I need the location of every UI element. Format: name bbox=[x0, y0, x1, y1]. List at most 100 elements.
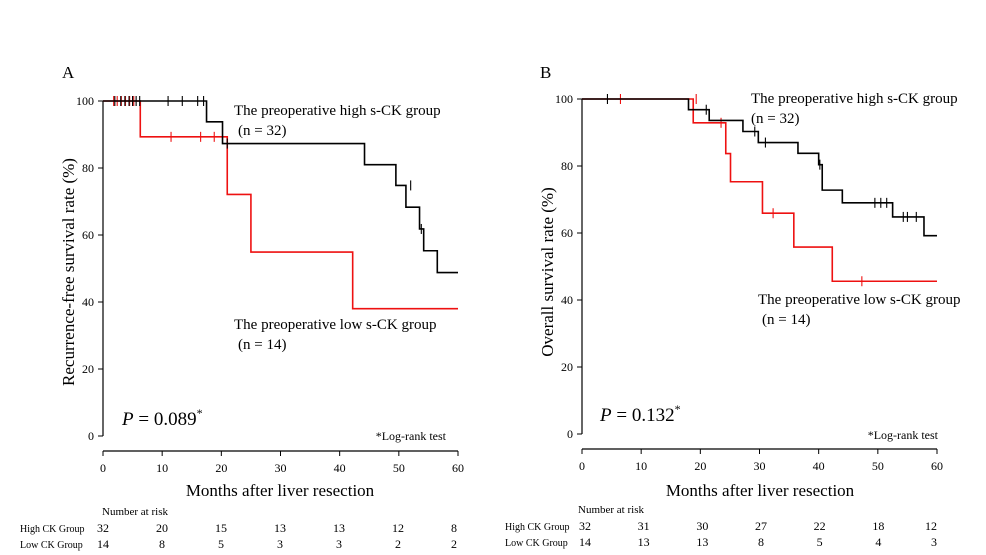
panel-a-risk-row-label-low: Low CK Group bbox=[20, 540, 83, 551]
panel-a-risk-value: 20 bbox=[156, 521, 168, 535]
panel-a-low-survival-curve bbox=[103, 100, 458, 310]
panel-b-y-tick-label: 0 bbox=[567, 427, 573, 441]
panel-a-risk-value: 32 bbox=[97, 521, 109, 535]
panel-a-risk-value: 12 bbox=[392, 521, 404, 535]
panel-b-risk-value: 18 bbox=[872, 519, 884, 533]
panel-a-risk-header: Number at risk bbox=[102, 506, 168, 518]
panel-a-risk-value: 2 bbox=[451, 537, 457, 551]
panel-b-logrank-note: *Log-rank test bbox=[868, 428, 939, 442]
panel-b-p-value: P = 0.132* bbox=[599, 402, 681, 426]
panel-a-high-survival-curve bbox=[103, 100, 458, 274]
panel-b-low-group-n: (n = 14) bbox=[762, 312, 810, 328]
panel-b-high-survival-curve bbox=[582, 98, 937, 237]
panel-b-x-tick-label: 30 bbox=[754, 459, 766, 473]
panel-b-chart: B Overall survival rate (%) Months after… bbox=[505, 63, 960, 549]
panel-a-risk-value: 8 bbox=[451, 521, 457, 535]
panel-b-letter: B bbox=[540, 63, 551, 82]
panel-b-risk-value: 27 bbox=[755, 519, 767, 533]
panel-b-risk-row-label-high: High CK Group bbox=[505, 522, 569, 533]
panel-a-y-axis-title: Recurrence-free survival rate (%) bbox=[59, 158, 78, 386]
panel-b-risk-value: 5 bbox=[817, 535, 823, 549]
panel-a-risk-value: 3 bbox=[277, 537, 283, 551]
panel-a-risk-value: 15 bbox=[215, 521, 227, 535]
panel-a-y-tick-label: 60 bbox=[82, 228, 94, 242]
panel-a-x-tick-label: 60 bbox=[452, 461, 464, 475]
panel-b-y-axis-title: Overall survival rate (%) bbox=[538, 187, 557, 356]
panel-b-risk-value: 4 bbox=[875, 535, 881, 549]
panel-b-x-tick-label: 50 bbox=[872, 459, 884, 473]
panel-a-x-tick-label: 0 bbox=[100, 461, 106, 475]
panel-a-risk-value: 13 bbox=[333, 521, 345, 535]
panel-b-risk-values: 32 31 30 27 22 18 12 14 13 13 8 5 4 3 bbox=[579, 519, 937, 549]
panel-b-risk-value: 12 bbox=[925, 519, 937, 533]
panel-a-x-tick-label: 20 bbox=[215, 461, 227, 475]
panel-a-y-tick-label: 80 bbox=[82, 161, 94, 175]
panel-b-axes: 0 20 40 60 80 100 0 10 20 30 40 50 60 bbox=[555, 92, 943, 473]
panel-a-x-tick-label: 40 bbox=[334, 461, 346, 475]
panel-a-risk-value: 3 bbox=[336, 537, 342, 551]
panel-a-p-star: * bbox=[197, 406, 203, 420]
panel-a-low-group-label: The preoperative low s-CK group bbox=[234, 317, 436, 333]
panel-b-low-series bbox=[582, 94, 937, 287]
panel-b-x-tick-label: 10 bbox=[635, 459, 647, 473]
panel-a-low-group-n: (n = 14) bbox=[238, 337, 286, 353]
panel-a-chart: A Recurrence-free survival rate (%) Mont… bbox=[20, 63, 464, 551]
panel-a-y-tick-label: 40 bbox=[82, 295, 94, 309]
panel-a-risk-value: 14 bbox=[97, 537, 109, 551]
panel-b-low-group-label: The preoperative low s-CK group bbox=[758, 292, 960, 308]
panel-b-risk-value: 30 bbox=[696, 519, 708, 533]
panel-b-risk-value: 13 bbox=[638, 535, 650, 549]
panel-a-risk-value: 13 bbox=[274, 521, 286, 535]
panel-b-low-survival-curve bbox=[582, 98, 937, 283]
panel-a-x-axis-title: Months after liver resection bbox=[186, 481, 375, 500]
panel-a-y-tick-label: 0 bbox=[88, 429, 94, 443]
panel-b-x-tick-label: 60 bbox=[931, 459, 943, 473]
panel-b-x-tick-label: 0 bbox=[579, 459, 585, 473]
panel-b-risk-table: Number at risk High CK Group Low CK Grou… bbox=[505, 504, 644, 549]
panel-b-y-tick-label: 60 bbox=[561, 226, 573, 240]
panel-a-y-tick-label: 20 bbox=[82, 362, 94, 376]
panel-b-p-number: = 0.132 bbox=[612, 405, 675, 426]
panel-b-risk-value: 31 bbox=[638, 519, 650, 533]
panel-a-y-tick-label: 100 bbox=[76, 94, 94, 108]
panel-b-risk-value: 13 bbox=[696, 535, 708, 549]
panel-b-p-symbol: P bbox=[599, 405, 612, 426]
panel-b-x-axis-title: Months after liver resection bbox=[666, 481, 855, 500]
panel-a-axes: 0 20 40 60 80 100 0 10 20 30 40 50 60 bbox=[76, 94, 464, 475]
panel-b-risk-row-label-low: Low CK Group bbox=[505, 538, 568, 549]
panel-a-logrank-note: *Log-rank test bbox=[376, 429, 447, 443]
panel-a-high-group-n: (n = 32) bbox=[238, 123, 286, 139]
panel-a-high-group-label: The preoperative high s-CK group bbox=[234, 103, 441, 119]
panel-b-high-series bbox=[582, 94, 937, 237]
panel-a-high-series bbox=[103, 96, 458, 274]
panel-a-risk-values: 32 20 15 13 13 12 814 8 5 3 3 2 2 bbox=[97, 521, 457, 551]
panel-b-y-tick-label: 20 bbox=[561, 360, 573, 374]
panel-a-p-number: = 0.089 bbox=[134, 409, 197, 430]
panel-b-high-group-n: (n = 32) bbox=[751, 111, 799, 127]
panel-b-high-group-label: The preoperative high s-CK group bbox=[751, 91, 958, 107]
panel-a-risk-table: Number at risk High CK Group Low CK Grou… bbox=[20, 506, 168, 551]
panel-b-risk-value: 3 bbox=[931, 535, 937, 549]
panel-b-risk-header: Number at risk bbox=[578, 504, 644, 516]
panel-a-letter: A bbox=[62, 63, 75, 82]
panel-a-risk-row-label-high: High CK Group bbox=[20, 524, 84, 535]
panel-a-series-labels: The preoperative high s-CK group (n = 32… bbox=[234, 103, 441, 353]
panel-b-y-tick-label: 100 bbox=[555, 92, 573, 106]
panel-a-risk-value: 8 bbox=[159, 537, 165, 551]
panel-a-risk-value: 2 bbox=[395, 537, 401, 551]
panel-b-y-tick-label: 40 bbox=[561, 293, 573, 307]
panel-b-x-tick-label: 40 bbox=[813, 459, 825, 473]
panel-b-risk-value: 8 bbox=[758, 535, 764, 549]
panel-a-p-value: P = 0.089* bbox=[121, 406, 203, 430]
panel-b-risk-value: 32 bbox=[579, 519, 591, 533]
panel-a-x-tick-label: 30 bbox=[275, 461, 287, 475]
panel-b-y-tick-label: 80 bbox=[561, 159, 573, 173]
panel-b-p-star: * bbox=[675, 402, 681, 416]
panel-a-x-tick-label: 50 bbox=[393, 461, 405, 475]
panel-a-risk-value: 5 bbox=[218, 537, 224, 551]
panel-b-x-tick-label: 20 bbox=[694, 459, 706, 473]
panel-b-risk-value: 14 bbox=[579, 535, 591, 549]
panel-a-x-tick-label: 10 bbox=[156, 461, 168, 475]
panel-a-p-symbol: P bbox=[121, 409, 134, 430]
